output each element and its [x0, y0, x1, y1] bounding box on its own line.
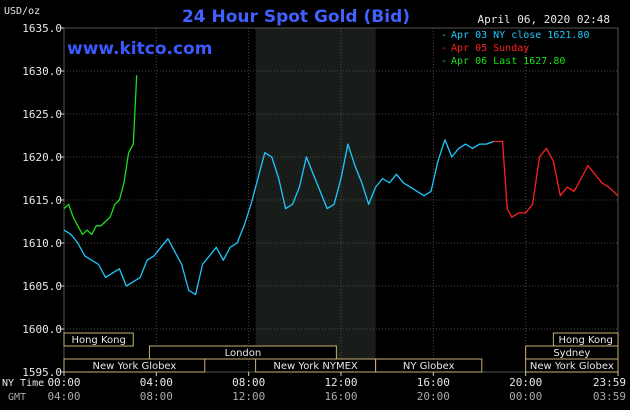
x-tick-label-ny: 16:00	[417, 376, 450, 389]
y-tick-label: 1605.0	[22, 280, 62, 293]
kitco-watermark: www.kitco.com	[67, 39, 212, 59]
chart-timestamp: April 06, 2020 02:48	[478, 13, 610, 26]
x-tick-label-ny: 23:59	[593, 376, 626, 389]
x-tick-label-ny: 20:00	[509, 376, 542, 389]
trading-sessions: Hong Kong Hong Kong London Sydney New York G…	[63, 332, 619, 373]
x-tick-label-ny: 00:00	[47, 376, 80, 389]
y-tick-label: 1625.0	[22, 108, 62, 121]
x-axis: 00:0004:0004:0008:0008:0012:0012:0016:00…	[47, 372, 626, 403]
y-tick-label: 1635.0	[22, 22, 62, 35]
x-tick-label-ny: 04:00	[140, 376, 173, 389]
x-tick-label-ny: 12:00	[324, 376, 357, 389]
x-tick-label-gmt: 03:59	[593, 390, 626, 403]
y-axis-unit-label: USD/oz	[4, 6, 40, 17]
legend-marker: -	[441, 43, 447, 54]
y-axis: 1595.0 1600.0 1605.0 1610.0 1615.0 1620.0 1625…	[22, 22, 64, 379]
session-box	[525, 358, 619, 373]
y-tick-label: 1620.0	[22, 151, 62, 164]
series-line-apr-06	[63, 75, 138, 236]
session-box	[148, 345, 337, 360]
legend-entry: Apr 05 Sunday	[451, 43, 529, 54]
x-axis-label-gmt: GMT	[8, 392, 26, 403]
session-box	[375, 358, 483, 373]
x-axis-label-ny: NY Time	[2, 378, 44, 389]
y-tick-label: 1595.0	[22, 366, 62, 379]
shaded-session-band	[255, 28, 376, 372]
series-line-apr-05	[493, 140, 619, 218]
x-tick-label-gmt: 20:00	[417, 390, 450, 403]
session-label: New York Globex	[530, 361, 614, 372]
session-label: Sydney	[553, 348, 590, 359]
x-tick-label-gmt: 16:00	[324, 390, 357, 403]
chart-title: 24 Hour Spot Gold (Bid)	[182, 7, 410, 27]
legend-marker: -	[441, 30, 447, 41]
y-tick-label: 1600.0	[22, 323, 62, 336]
session-box	[63, 332, 134, 347]
series-lines	[63, 75, 619, 296]
x-tick-label-ny: 08:00	[232, 376, 265, 389]
y-tick-label: 1610.0	[22, 237, 62, 250]
legend-entry: Apr 03 NY close 1621.80	[451, 30, 589, 41]
x-tick-label-gmt: 00:00	[509, 390, 542, 403]
session-label: New York NYMEX	[273, 361, 358, 372]
legend: - Apr 03 NY close 1621.80- Apr 05 Sunday- A…	[441, 30, 589, 67]
x-tick-label-gmt: 04:00	[47, 390, 80, 403]
session-label: London	[225, 348, 262, 359]
x-tick-label-gmt: 12:00	[232, 390, 265, 403]
session-label: Hong Kong	[558, 335, 612, 346]
session-label: New York Globex	[92, 361, 176, 372]
x-tick-label-gmt: 08:00	[140, 390, 173, 403]
session-label: Hong Kong	[71, 335, 125, 346]
series-line-apr-03	[63, 139, 494, 296]
session-label: NY Globex	[403, 361, 455, 372]
legend-entry: Apr 06 Last 1627.80	[451, 56, 565, 67]
legend-marker: -	[441, 56, 447, 67]
session-box	[63, 358, 206, 373]
y-tick-label: 1630.0	[22, 65, 62, 78]
y-tick-label: 1615.0	[22, 194, 62, 207]
